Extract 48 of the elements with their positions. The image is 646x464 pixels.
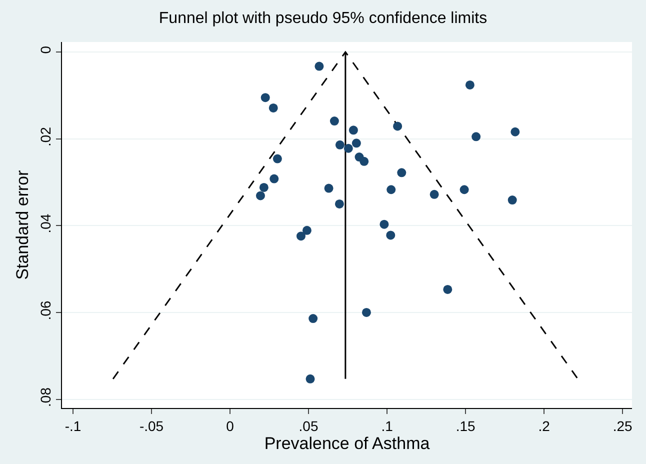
point	[386, 230, 396, 240]
point	[430, 190, 439, 199]
y-tick-label: 0	[37, 46, 54, 54]
point	[270, 174, 279, 184]
x-tick-label: .05	[298, 418, 318, 434]
x-tick-label: -.05	[139, 418, 164, 434]
point	[260, 93, 270, 102]
point	[386, 185, 396, 194]
point	[272, 154, 282, 164]
point	[306, 374, 315, 384]
y-axis-title: Standard error	[12, 170, 32, 280]
point	[324, 184, 334, 193]
point	[334, 199, 344, 208]
point	[259, 182, 268, 192]
y-tick-label: .06	[37, 300, 54, 320]
point	[397, 168, 406, 178]
chart-title: Funnel plot with pseudo 95% confidence limits	[158, 10, 488, 27]
y-tick-label: .08	[37, 387, 54, 407]
point	[352, 138, 361, 148]
point	[465, 80, 474, 90]
point	[472, 132, 481, 142]
point	[362, 308, 371, 317]
point	[360, 156, 369, 166]
point	[335, 140, 344, 150]
x-tick-label: .1	[381, 418, 394, 434]
point	[314, 62, 324, 71]
point	[380, 220, 389, 229]
point	[393, 122, 402, 131]
point	[268, 103, 278, 112]
x-tick-label: .15	[456, 418, 476, 434]
point	[508, 196, 517, 205]
x-tick-label: 0	[226, 418, 234, 434]
x-tick-label: .2	[538, 418, 550, 434]
x-axis-title: Prevalence of Asthma	[264, 434, 430, 453]
point	[510, 127, 520, 136]
y-tick-label: .02	[37, 126, 54, 146]
point	[302, 226, 312, 235]
point	[256, 191, 265, 200]
point	[330, 116, 339, 126]
point	[348, 126, 358, 135]
point	[296, 232, 306, 241]
x-tick-label: .25	[612, 418, 633, 434]
point	[460, 185, 469, 194]
point	[443, 284, 452, 294]
x-tick-label: -.1	[64, 418, 82, 434]
point	[344, 144, 353, 153]
point	[308, 314, 318, 324]
y-tick-label: .04	[37, 214, 54, 234]
